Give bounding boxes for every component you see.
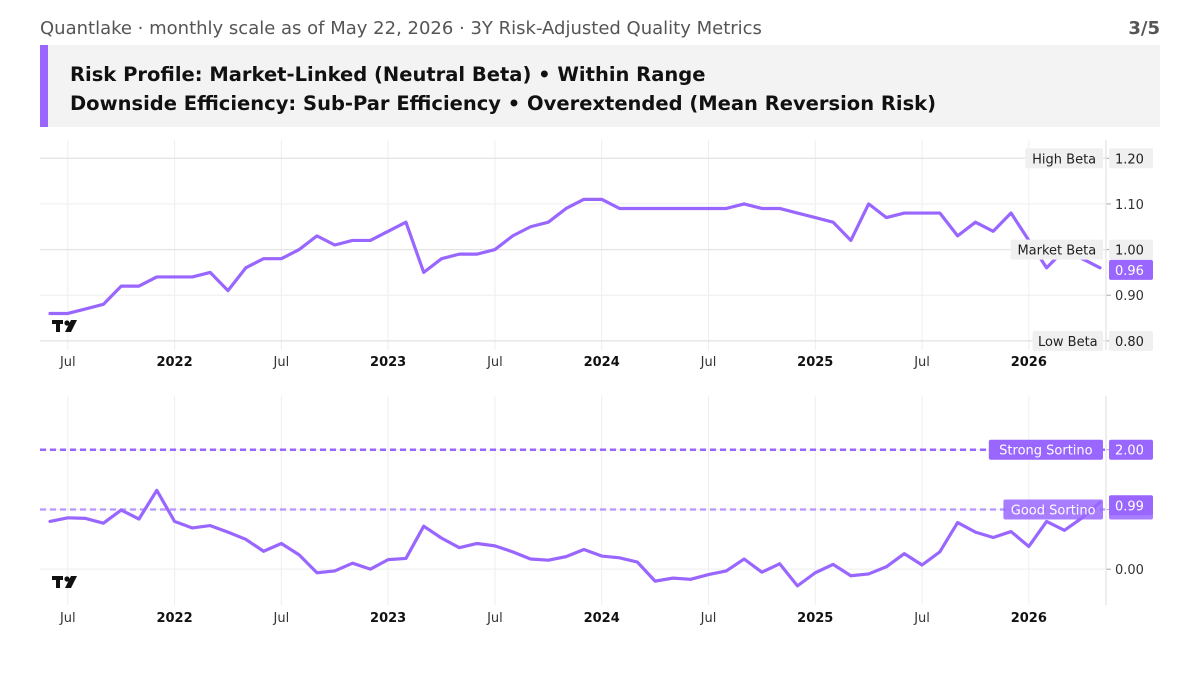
beta-logo-icon [52,320,77,332]
beta-x-tick-label: Jul [273,355,290,370]
beta-reference-value-bg [1109,148,1153,169]
sortino-x-tick-label: Jul [700,611,717,626]
sortino-reference-label: Good Sortino [1011,503,1096,518]
sortino-chart: Jul2022Jul2023Jul2024Jul2025Jul20262.001… [40,396,1153,626]
beta-chart: Jul 2022 Jul 2023 Jul 2024 Jul 2025 Jul 2026 1.20 1… [40,140,1153,370]
sortino-y-tick-label: 2.00 [1115,444,1144,459]
beta-x-tick-label: Jul [486,355,503,370]
sortino-x-tick-label: Jul [913,611,930,626]
beta-reference-label: Low Beta [1038,335,1098,350]
beta-reference-label-bg [1025,148,1103,169]
sortino-x-tick-label: 2025 [797,611,833,626]
beta-series-line [48,197,1102,316]
page-subtitle: Quantlake · monthly scale as of May 22, … [40,18,762,39]
beta-x-tick-label: 2024 [584,355,620,370]
sortino-last-value-label: 0.99 [1115,499,1144,514]
beta-reference-label-bg [1010,239,1103,260]
sortino-x-tick-label: Jul [273,611,290,626]
sortino-reference-label-bg [1003,499,1103,520]
sortino-y-tick-label: 0.00 [1115,563,1144,578]
beta-x-tick-label: 2023 [370,355,406,370]
beta-y-tick-label: 0.80 [1115,335,1144,350]
risk-profile-title: Risk Profile: Market-Linked (Neutral Bet… [70,63,706,86]
beta-last-value-label: 0.96 [1115,264,1144,279]
beta-reference-value-bg [1109,330,1153,351]
beta-y-tick-label: 1.10 [1115,198,1144,213]
beta-x-tick-label: 2025 [797,355,833,370]
downside-efficiency-title: Downside Efficiency: Sub-Par Efficiency … [70,92,937,115]
beta-x-tick-label: 2022 [156,355,192,370]
beta-y-tick-label: 0.90 [1115,289,1144,304]
sortino-x-tick-label: 2022 [156,611,192,626]
page-header: Quantlake · monthly scale as of May 22, … [40,18,1160,44]
beta-y-tick-label: 1.00 [1115,244,1144,259]
sortino-x-tick-label: Jul [486,611,503,626]
sortino-reference-label-bg [988,439,1103,460]
sortino-reference-label: Strong Sortino [999,444,1092,459]
sortino-x-tick-label: Jul [59,611,76,626]
beta-reference-value-bg [1109,239,1153,260]
sortino-x-tick-label: 2024 [584,611,620,626]
beta-reference-label: High Beta [1032,152,1096,167]
beta-last-value-badge [1109,259,1153,280]
sortino-x-tick-label: 2023 [370,611,406,626]
sortino-reference-value-bg [1109,439,1153,460]
beta-x-tick-label: Jul [913,355,930,370]
sortino-x-tick-label: 2026 [1011,611,1047,626]
beta-y-tick-label: 1.20 [1115,152,1144,167]
beta-reference-label-bg [1032,330,1103,351]
chart-title-box: Risk Profile: Market-Linked (Neutral Bet… [40,45,1160,127]
sortino-logo-icon [52,576,77,588]
sortino-series-line [48,488,1102,588]
beta-x-tick-label: 2026 [1011,355,1047,370]
beta-x-tick-label: Jul [700,355,717,370]
sortino-last-value-badge [1109,495,1153,516]
page-number: 3/5 [1128,18,1160,39]
beta-reference-label: Market Beta [1017,244,1096,259]
beta-x-tick-label: Jul [59,355,76,370]
